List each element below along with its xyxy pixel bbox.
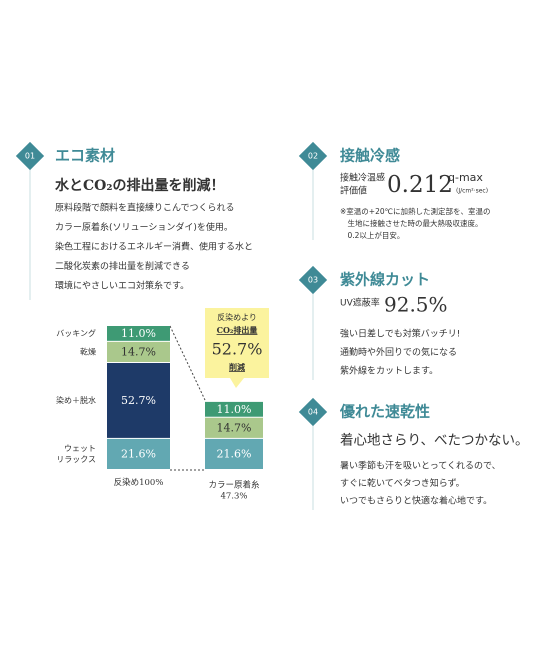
body-text: いつでもさらりと快適な着心地です。 <box>340 495 492 507</box>
value-label: 52.7% <box>121 394 156 407</box>
body-text: ※室温の+20℃に加熱した測定部を、室温の <box>340 206 491 216</box>
value-label: 11.0% <box>217 403 252 416</box>
value-label: 14.7% <box>121 345 156 358</box>
badge-number: 03 <box>308 276 318 285</box>
value-label: 14.7% <box>217 421 252 434</box>
body-text: 環境にやさしいエコ対策糸です。 <box>55 280 189 292</box>
metric-label: 接触冷温感 <box>340 172 385 184</box>
subtitle: 水とCO₂の排出量を削減！ <box>55 177 224 194</box>
badge-number: 04 <box>308 408 318 417</box>
bar-segment <box>107 326 170 341</box>
callout-text: 削減 <box>229 362 245 372</box>
series-label: 染め＋脱水 <box>56 395 96 405</box>
bar-segment <box>205 401 263 417</box>
series-label: バッキング <box>56 328 96 338</box>
value-label: 21.6% <box>217 447 252 460</box>
body-text: 原料段階で顔料を直接練りこんでつくられる <box>55 202 235 214</box>
value-label: 11.0% <box>121 327 156 340</box>
value-label: 21.6% <box>121 447 156 460</box>
series-label: 乾燥 <box>80 346 96 356</box>
metric-label: 評価値 <box>340 185 367 197</box>
body-text: 染色工程におけるエネルギー消費、使用する水と <box>55 241 253 253</box>
subtitle: 着心地さらり、べたつかない。 <box>340 432 528 449</box>
badge <box>298 397 328 427</box>
section-title: エコ素材 <box>55 147 115 165</box>
metric: 92.5% <box>384 293 448 317</box>
section-title: 優れた速乾性 <box>339 403 430 421</box>
bar-segment <box>205 417 263 438</box>
body-text: 暑い季節も汗を吸いとってくれるので、 <box>340 460 501 472</box>
body-text: 0.2以上が目安。 <box>340 230 404 240</box>
badge <box>298 265 328 295</box>
unit: q-max <box>448 171 483 184</box>
section-title: 紫外線カット <box>340 271 430 289</box>
category-label: 反染め100% <box>114 477 164 488</box>
bar-segment <box>107 438 170 469</box>
callout <box>205 308 269 388</box>
body-text: 強い日差しでも対策バッチリ! <box>340 328 460 340</box>
callout-value: 52.7% <box>212 340 263 359</box>
metric-label: UV遮蔽率 <box>340 297 380 309</box>
body-text: 通勤時や外回りでの気になる <box>340 346 457 358</box>
chart: 反染めより CO₂排出量 52.7% 削減 21.6% ウェットリラックス 52.7… <box>56 308 269 501</box>
body-text: 二酸化炭素の排出量を削減できる <box>55 260 190 272</box>
metric: 0.212 <box>387 172 453 198</box>
badge-number: 01 <box>25 152 35 161</box>
badge-number: 02 <box>308 152 318 161</box>
decor <box>29 165 314 510</box>
section-title: 接触冷感 <box>340 147 400 165</box>
body-text: 生地に接触させた時の最大熱吸収速度。 <box>340 218 483 228</box>
bar-segment <box>107 363 170 438</box>
bar-segment <box>205 438 263 469</box>
body-text: すぐに乾いてベタつき知らず。 <box>340 477 465 489</box>
unit-sub: (J/cm²·sec) <box>456 188 488 195</box>
bar-segment <box>107 341 170 363</box>
callout-text: CO₂排出量 <box>217 325 258 335</box>
category-label: カラー原着糸 47.3% <box>208 479 260 501</box>
body-text: 紫外線をカットします。 <box>340 365 438 377</box>
series-label: ウェットリラックス <box>56 444 96 464</box>
connector <box>169 325 206 401</box>
callout-text: 反染めより <box>217 312 257 322</box>
body-text: カラー原着糸(ソリューションダイ)を使用。 <box>55 221 233 233</box>
